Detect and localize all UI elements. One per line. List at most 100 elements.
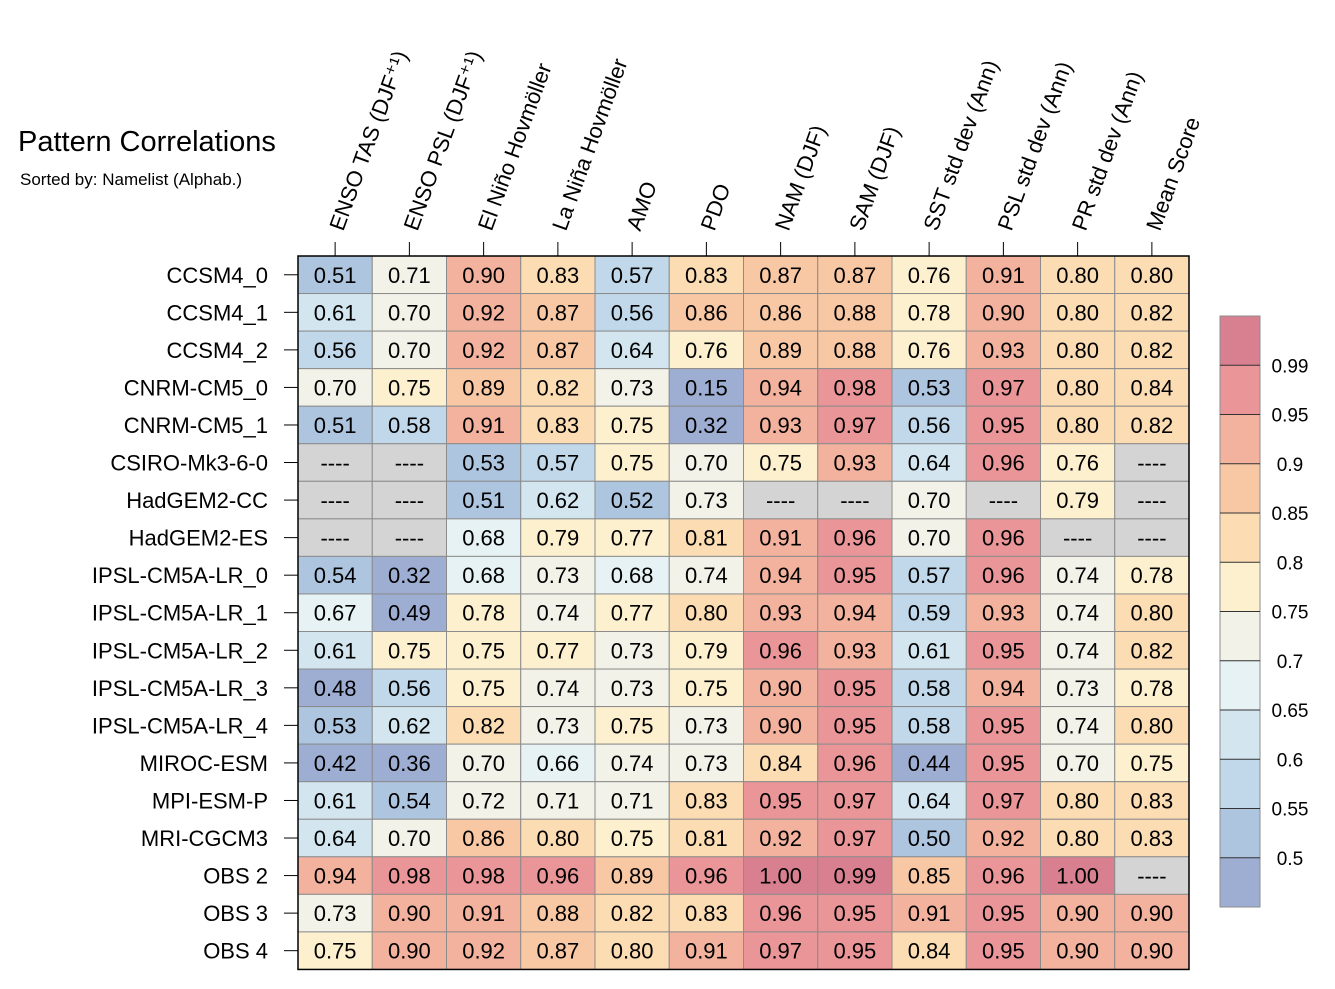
heatmap-cell xyxy=(594,818,670,858)
cell-value: 0.80 xyxy=(1130,713,1173,738)
cell-value: 0.36 xyxy=(388,751,431,776)
cell-value: 0.80 xyxy=(1130,263,1173,288)
cell-value: 0.92 xyxy=(462,300,505,325)
cell-value: 0.58 xyxy=(388,413,431,438)
cell-value: 0.90 xyxy=(1056,901,1099,926)
heatmap-cell xyxy=(446,293,522,332)
colorbar-swatch xyxy=(1220,513,1260,563)
cell-value: 0.71 xyxy=(611,788,654,813)
heatmap-cell xyxy=(520,706,596,745)
cell-value: 0.93 xyxy=(833,451,876,476)
cell-value: 0.77 xyxy=(611,601,654,626)
cell-value: 0.84 xyxy=(1130,375,1173,400)
heatmap-cell xyxy=(668,668,744,708)
cell-value: 0.96 xyxy=(536,864,579,889)
cell-value: 0.83 xyxy=(685,901,728,926)
heatmap-cell xyxy=(965,555,1041,595)
cell-value: 0.95 xyxy=(833,713,876,738)
heatmap-cell xyxy=(965,368,1041,407)
cell-value: 0.84 xyxy=(908,939,951,964)
cell-value: 0.91 xyxy=(685,939,728,964)
heatmap-cell xyxy=(1114,593,1190,633)
column-label: La Niña Hovmöller xyxy=(547,55,632,234)
heatmap-cell xyxy=(1114,480,1190,520)
cell-value: 0.80 xyxy=(1056,338,1099,363)
cell-value: ---- xyxy=(1137,864,1166,889)
heatmap-cell xyxy=(817,893,893,933)
cell-value: 0.53 xyxy=(908,375,951,400)
cell-value: 0.77 xyxy=(611,526,654,551)
cell-value: ---- xyxy=(320,488,349,513)
heatmap-cell xyxy=(520,631,596,670)
heatmap-cell xyxy=(817,856,893,895)
cell-value: 0.79 xyxy=(1056,488,1099,513)
cell-value: 0.72 xyxy=(462,788,505,813)
cell-value: 0.70 xyxy=(1056,751,1099,776)
row-label: IPSL-CM5A-LR_2 xyxy=(92,638,268,663)
cell-value: 0.90 xyxy=(388,901,431,926)
cell-value: 0.62 xyxy=(388,713,431,738)
cell-value: 0.42 xyxy=(314,751,357,776)
cell-value: 0.53 xyxy=(314,713,357,738)
cell-value: 0.97 xyxy=(833,826,876,851)
cell-value: 0.87 xyxy=(536,939,579,964)
cell-value: 0.76 xyxy=(685,338,728,363)
heatmap-cell xyxy=(594,368,670,407)
heatmap-cell xyxy=(743,405,819,445)
cell-value: 0.73 xyxy=(685,751,728,776)
cell-value: 0.95 xyxy=(759,788,802,813)
cell-value: 0.95 xyxy=(833,676,876,701)
cell-value: 0.92 xyxy=(462,338,505,363)
heatmap-cell xyxy=(965,443,1041,482)
heatmap-cell xyxy=(594,518,670,557)
heatmap-cell xyxy=(891,818,967,858)
cell-value: 0.93 xyxy=(759,601,802,626)
heatmap-cell xyxy=(446,480,522,520)
heatmap-cell xyxy=(1114,443,1190,482)
cell-value: 0.95 xyxy=(833,901,876,926)
row-label: CCSM4_1 xyxy=(167,300,268,325)
cell-value: 0.82 xyxy=(1130,413,1173,438)
heatmap-cell xyxy=(520,856,596,895)
cell-value: 0.89 xyxy=(611,864,654,889)
row-label: MRI-CGCM3 xyxy=(141,826,268,851)
colorbar-label: 0.75 xyxy=(1272,603,1309,624)
heatmap-cell xyxy=(891,443,967,482)
cell-value: 0.96 xyxy=(982,864,1025,889)
heatmap-cell xyxy=(743,706,819,745)
row-label: CNRM-CM5_0 xyxy=(124,375,268,400)
cell-value: 0.75 xyxy=(611,451,654,476)
heatmap-cell xyxy=(817,593,893,633)
colorbar: 0.99 0.95 0.9 0.85 0.8 0.75 0.7 0.65 0.6 0.55 0.5 xyxy=(1219,315,1309,908)
heatmap-cell xyxy=(371,893,447,933)
row-label: IPSL-CM5A-LR_4 xyxy=(92,713,268,738)
cell-value: 0.73 xyxy=(611,638,654,663)
column-label: Mean Score xyxy=(1141,114,1205,234)
cell-value: 0.51 xyxy=(314,413,357,438)
heatmap-cell xyxy=(297,668,373,708)
cell-value: 0.96 xyxy=(833,526,876,551)
cell-value: 0.58 xyxy=(908,676,951,701)
row-label: MIROC-ESM xyxy=(140,751,268,776)
heatmap-cell xyxy=(1114,856,1190,895)
cell-value: 0.89 xyxy=(759,338,802,363)
cell-value: 0.89 xyxy=(462,375,505,400)
cell-value: 0.80 xyxy=(1056,788,1099,813)
cell-value: 0.94 xyxy=(982,676,1025,701)
heatmap-cell xyxy=(891,518,967,557)
cell-value: 0.73 xyxy=(611,676,654,701)
heatmap-cell xyxy=(446,330,522,370)
row-label: OBS 3 xyxy=(203,901,268,926)
cell-value: 0.98 xyxy=(462,864,505,889)
colorbar-swatch xyxy=(1220,316,1260,366)
heatmap-cell xyxy=(1114,293,1190,332)
cell-value: 0.86 xyxy=(759,300,802,325)
cell-value: 0.87 xyxy=(759,263,802,288)
cell-value: 0.51 xyxy=(314,263,357,288)
cell-value: 0.70 xyxy=(388,826,431,851)
cell-value: 0.91 xyxy=(982,263,1025,288)
heatmap-cell xyxy=(668,631,744,670)
cell-value: ---- xyxy=(1137,451,1166,476)
heatmap-cell xyxy=(668,593,744,633)
cell-value: 0.82 xyxy=(1130,300,1173,325)
